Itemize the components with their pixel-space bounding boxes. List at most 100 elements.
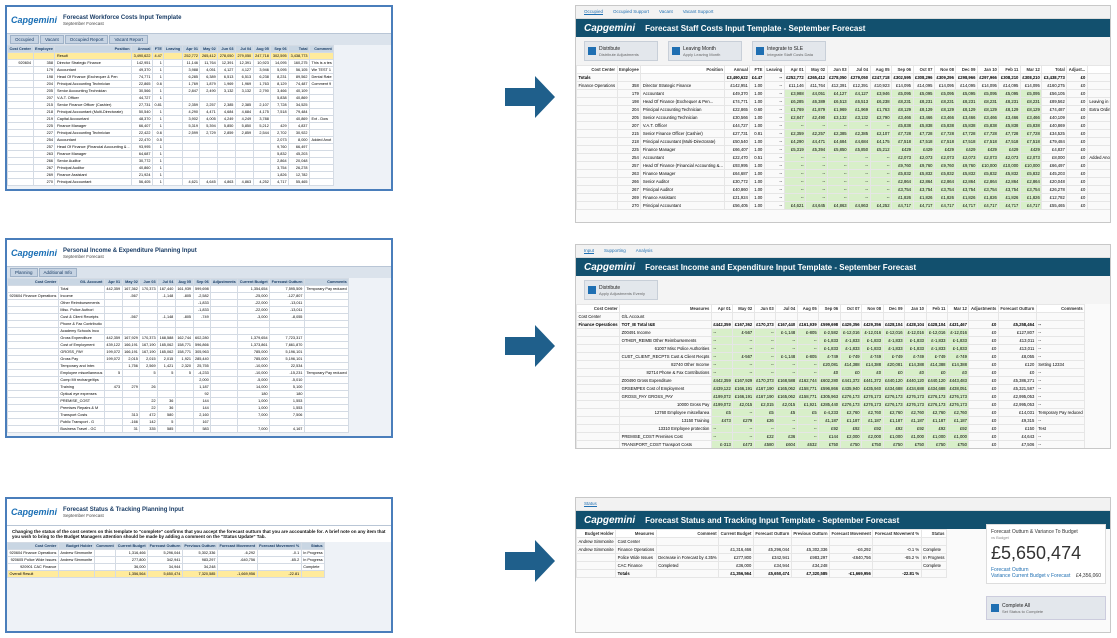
cell[interactable]: -- [796, 360, 820, 369]
cell[interactable]: -- [732, 368, 755, 377]
action-button[interactable]: Complete All Set Status to Complete [986, 596, 1106, 620]
cell[interactable]: -- [848, 185, 871, 194]
cell[interactable]: £3,466 [912, 113, 935, 122]
cell[interactable]: £0 [946, 368, 970, 377]
cell[interactable]: £276,173 [882, 400, 906, 409]
cell[interactable]: -- [805, 177, 828, 186]
cell[interactable]: £2,864 [912, 177, 935, 186]
cell[interactable]: £0 [839, 368, 863, 377]
cell[interactable]: £305,963 [818, 392, 841, 401]
cell[interactable]: £7,518 [998, 137, 1021, 146]
tab[interactable]: Planning [10, 268, 38, 277]
tab[interactable]: Status [584, 501, 597, 507]
cell[interactable]: £5,095 [891, 89, 914, 98]
cell[interactable]: £-1,833 [861, 336, 884, 345]
cell[interactable]: -- [826, 153, 850, 162]
cell[interactable]: -- [796, 344, 820, 353]
cell[interactable]: £2,015 [753, 400, 777, 409]
cell[interactable]: £9,760 [955, 161, 978, 170]
cell[interactable]: £602,280 [818, 376, 841, 385]
cell[interactable]: £750 [882, 440, 906, 448]
cell[interactable]: -- [753, 424, 777, 433]
cell[interactable]: £5,838 [912, 121, 935, 130]
cell[interactable]: -- [710, 424, 734, 433]
cell[interactable]: £276,173 [861, 400, 884, 409]
cell[interactable]: £1,826 [912, 193, 935, 202]
cell[interactable]: £3,132 [826, 113, 850, 122]
cell[interactable]: £167 [947, 449, 968, 450]
cell[interactable]: £434,688 [904, 384, 927, 393]
cell[interactable]: £2,760 [946, 408, 970, 417]
button[interactable]: Distribute Apply Adjustments Evenly [584, 280, 658, 300]
cell[interactable]: £5,838 [976, 121, 1000, 130]
cell[interactable]: £5,832 [976, 169, 1000, 178]
cell[interactable]: -- [775, 344, 798, 353]
cell[interactable]: £-1,833 [839, 336, 863, 345]
cell[interactable]: £5 [754, 449, 775, 450]
cell[interactable]: £36 [775, 432, 798, 441]
cell[interactable]: £167,190 [753, 384, 777, 393]
cell[interactable]: -- [869, 185, 893, 194]
cell[interactable]: £2,015 [732, 400, 755, 409]
cell[interactable]: £580 [753, 440, 777, 448]
cell[interactable]: £4,684 [826, 137, 850, 146]
cell[interactable]: -- [805, 161, 828, 170]
cell[interactable]: £5,838 [955, 121, 978, 130]
cell[interactable]: £1,826 [998, 193, 1021, 202]
cell[interactable]: £-1,833 [946, 344, 970, 353]
cell[interactable]: £3,754 [912, 185, 935, 194]
tab[interactable]: Occupied [10, 35, 40, 44]
cell[interactable]: £-1,833 [904, 344, 927, 353]
cell[interactable]: £4,717 [891, 201, 914, 210]
cell[interactable]: -- [826, 193, 850, 202]
cell[interactable]: £276,173 [861, 392, 884, 401]
cell[interactable]: £2,760 [861, 408, 884, 417]
cell[interactable]: £3,466 [976, 113, 1000, 122]
cell[interactable]: £441,372 [839, 376, 863, 385]
cell[interactable]: £4,175 [869, 137, 893, 146]
cell[interactable]: £1,769 [783, 105, 807, 114]
cell[interactable]: -- [826, 185, 850, 194]
cell[interactable]: -- [783, 193, 807, 202]
cell[interactable]: £-749 [839, 352, 863, 361]
cell[interactable]: £5,832 [891, 169, 914, 178]
cell[interactable]: £1,187 [882, 416, 906, 425]
cell[interactable]: £2,073 [955, 153, 978, 162]
cell[interactable]: £92 [818, 424, 841, 433]
cell[interactable]: £5 [710, 408, 734, 417]
cell[interactable]: £2,073 [976, 153, 1000, 162]
cell[interactable]: £276,173 [904, 392, 927, 401]
tab[interactable]: Supporting [604, 248, 626, 253]
cell[interactable]: £-2,582 [818, 328, 841, 337]
cell[interactable]: £-749 [946, 352, 970, 361]
cell[interactable]: £0 [904, 368, 927, 377]
cell[interactable]: £429 [955, 145, 978, 154]
cell[interactable]: £158,771 [796, 392, 820, 401]
cell[interactable]: £-12,016 [861, 328, 884, 337]
cell[interactable]: £429 [891, 145, 914, 154]
cell[interactable]: £8,129 [955, 105, 978, 114]
cell[interactable]: -- [710, 328, 734, 337]
cell[interactable]: £14,388 [861, 360, 884, 369]
cell[interactable]: £8,231 [912, 97, 935, 106]
cell[interactable]: £199,072 [710, 392, 734, 401]
cell[interactable]: £1,187 [839, 416, 863, 425]
cell[interactable]: £2,864 [998, 177, 1021, 186]
cell[interactable]: -- [710, 360, 734, 369]
cell[interactable]: £2,760 [882, 408, 906, 417]
cell[interactable]: -- [753, 352, 777, 361]
cell[interactable]: £1,921 [796, 400, 820, 409]
button[interactable]: Integrate to SLE Integrate Staff Costs Da… [752, 41, 826, 61]
cell[interactable]: £166,191 [732, 384, 755, 393]
cell[interactable]: £429 [1019, 145, 1043, 154]
cell[interactable]: £4,290 [783, 137, 807, 146]
cell[interactable]: £2,864 [891, 177, 914, 186]
cell[interactable]: £0 [925, 368, 948, 377]
cell[interactable]: £-12,016 [946, 328, 970, 337]
cell[interactable]: £276,173 [904, 400, 927, 409]
cell[interactable]: -- [848, 193, 871, 202]
cell[interactable]: £434,688 [882, 384, 906, 393]
cell[interactable]: £3,754 [891, 185, 914, 194]
cell[interactable]: £1,969 [848, 105, 871, 114]
cell[interactable]: £2,760 [839, 408, 863, 417]
